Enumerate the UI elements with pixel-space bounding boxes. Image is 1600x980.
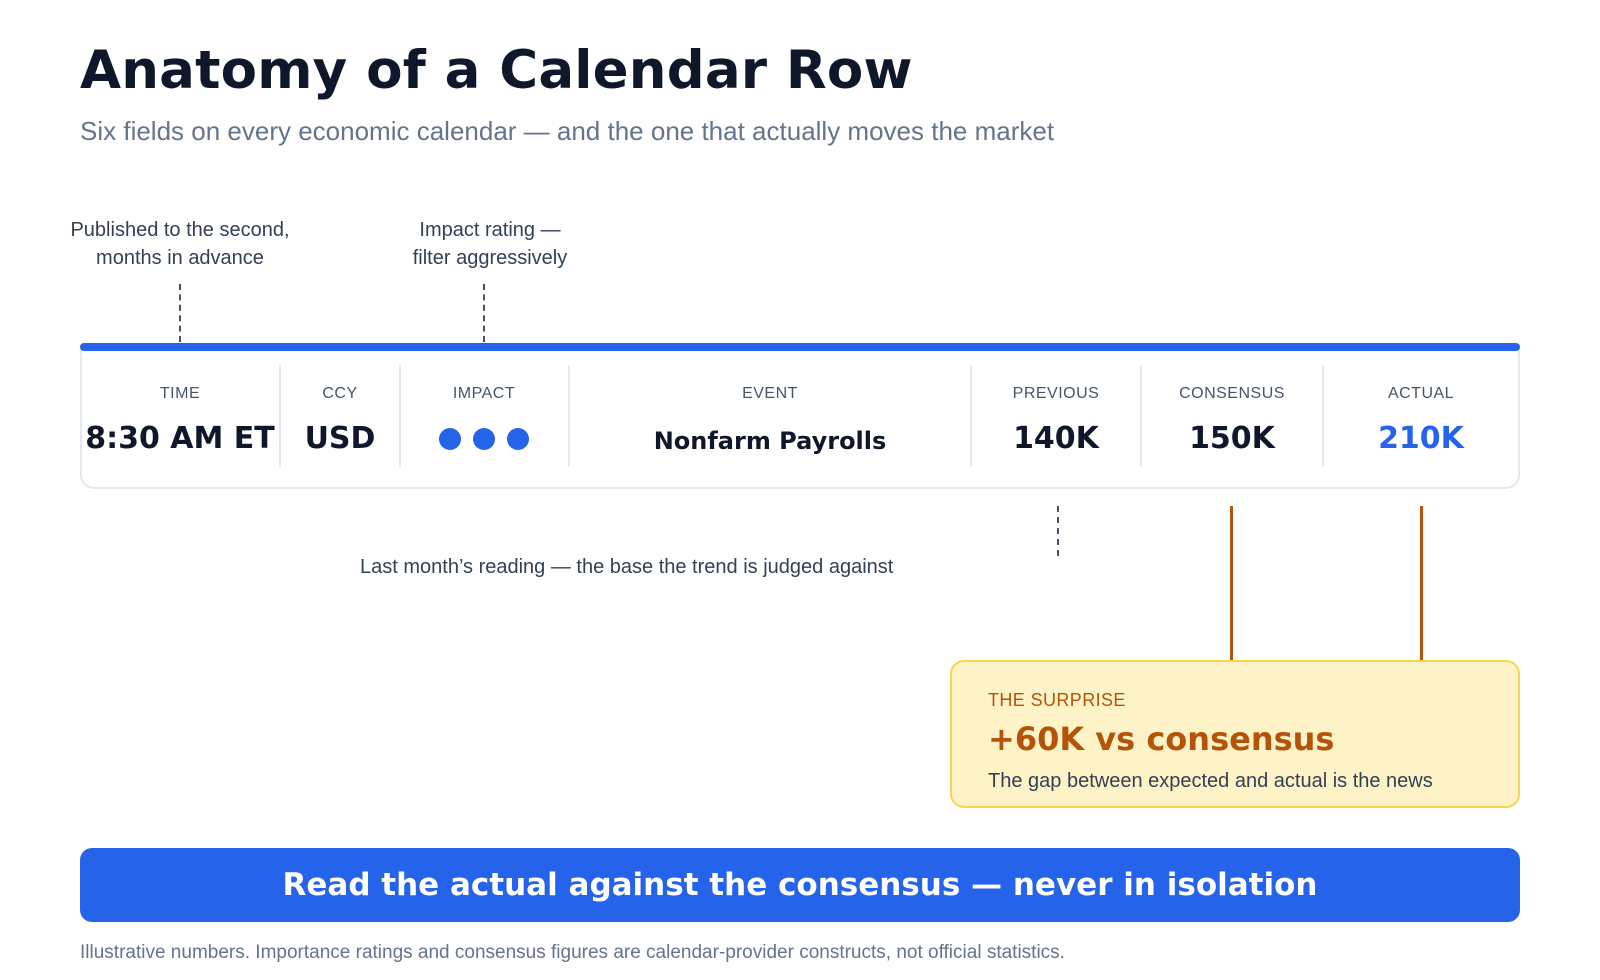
callout-previous: Last month’s reading — the base the tren… [360,556,894,578]
column-previous: PREVIOUS 140K [972,355,1140,470]
column-consensus-value: 150K [1189,421,1275,456]
impact-dot-icon [507,428,529,450]
consensus-connector-line [1230,506,1233,660]
time-connector-line [179,284,181,342]
surprise-value: +60K vs consensus [988,720,1335,758]
column-event-header: EVENT [742,385,798,402]
calendar-row-card [80,345,1520,489]
surprise-box: THE SURPRISE +60K vs consensus The gap b… [950,660,1520,808]
column-previous-header: PREVIOUS [1012,385,1100,402]
column-actual-header: ACTUAL [1387,385,1455,402]
column-divider [279,365,281,467]
impact-connector-line [483,284,485,342]
column-actual: ACTUAL 210K [1324,355,1518,470]
column-ccy-header: CCY [322,385,358,402]
callout-time: Published to the second, months in advan… [30,216,330,272]
surprise-label: THE SURPRISE [988,690,1126,710]
column-event: EVENT Nonfarm Payrolls [570,355,970,470]
actual-connector-line [1420,506,1423,660]
calendar-row-accent-bar [80,343,1520,351]
column-time-header: TIME [159,385,201,402]
column-consensus: CONSENSUS 150K [1142,355,1322,470]
column-time-value: 8:30 AM ET [85,421,275,456]
callout-time-line1: Published to the second, [70,219,290,241]
callout-impact-line1: Impact rating — [419,219,561,241]
previous-connector-line [1057,506,1059,556]
column-divider [568,365,570,467]
surprise-description: The gap between expected and actual is t… [988,770,1433,792]
page-subtitle: Six fields on every economic calendar — … [80,116,1055,146]
footnote: Illustrative numbers. Importance ratings… [80,942,1065,963]
column-consensus-header: CONSENSUS [1179,385,1285,402]
impact-dot-icon [473,428,495,450]
column-actual-value: 210K [1378,421,1464,456]
key-takeaway-banner: Read the actual against the consensus — … [80,848,1520,922]
callout-impact-line2: filter aggressively [412,247,568,269]
column-divider [399,365,401,467]
key-takeaway-text: Read the actual against the consensus — … [282,867,1318,903]
column-divider [1322,365,1324,467]
column-ccy: CCY USD [281,355,399,470]
column-divider [970,365,972,467]
impact-dot-icon [439,428,461,450]
column-event-value: Nonfarm Payrolls [653,427,887,455]
column-previous-value: 140K [1013,421,1099,456]
callout-time-line2: months in advance [96,247,264,269]
column-impact-header: IMPACT [452,385,516,402]
impact-rating [401,428,567,450]
column-time: TIME 8:30 AM ET [82,355,278,470]
callout-impact: Impact rating — filter aggressively [340,216,640,272]
column-divider [1140,365,1142,467]
page-title: Anatomy of a Calendar Row [80,40,913,101]
column-impact: IMPACT [401,355,567,470]
column-ccy-value: USD [304,421,376,456]
